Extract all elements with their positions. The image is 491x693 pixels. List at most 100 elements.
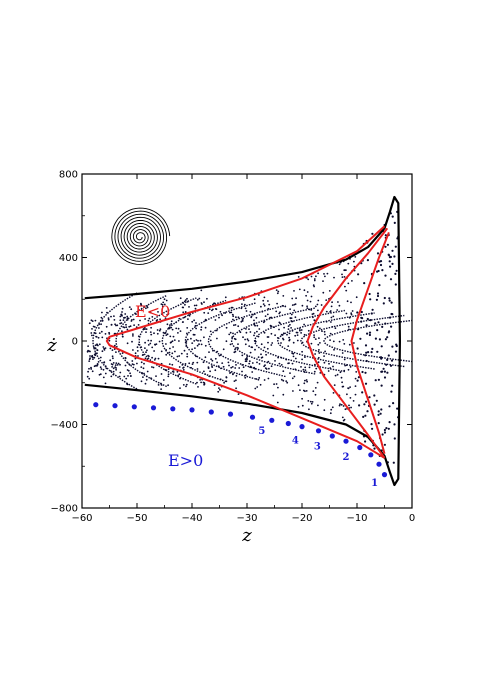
trajectory-dot	[394, 283, 397, 286]
trajectory-dot	[254, 387, 257, 390]
trajectory-dot	[253, 334, 255, 337]
trajectory-dot	[347, 387, 349, 389]
trajectory-dot	[214, 357, 217, 360]
trajectory-dot	[140, 361, 143, 364]
trajectory-dot	[157, 384, 160, 386]
trajectory-dot	[86, 375, 89, 378]
trajectory-arc	[300, 314, 405, 368]
trajectory-dot	[347, 262, 350, 265]
trajectory-dot	[204, 356, 207, 359]
trajectory-dot	[374, 337, 377, 340]
trajectory-dot	[285, 380, 288, 382]
trajectory-dot	[143, 372, 145, 375]
trajectory-dot	[171, 352, 174, 355]
trajectory-dot	[251, 371, 254, 373]
trajectory-dot	[388, 330, 391, 333]
trajectory-dot	[175, 327, 178, 330]
trajectory-dot	[90, 366, 92, 369]
trajectory-dot	[320, 304, 323, 306]
trajectory-dot	[236, 346, 239, 349]
trajectory-dot	[235, 387, 238, 390]
trajectory-dot	[170, 341, 173, 344]
trajectory-dot	[275, 289, 278, 291]
trajectory-dot	[367, 351, 370, 354]
trajectory-dot	[179, 330, 182, 332]
trajectory-dot	[88, 377, 91, 380]
trajectory-dot	[341, 385, 344, 388]
trajectory-dot	[178, 366, 181, 368]
trajectory-dot	[200, 302, 203, 304]
trajectory-dot	[332, 315, 335, 318]
trajectory-dot	[151, 366, 153, 368]
trajectory-dot	[192, 333, 195, 336]
trajectory-dot	[306, 305, 308, 308]
trajectory-dot	[166, 313, 169, 316]
trajectory-dot	[241, 370, 243, 373]
trajectory-dot	[186, 327, 189, 329]
trajectory-dot	[168, 363, 171, 365]
trajectory-dot	[301, 404, 304, 407]
trajectory-dot	[191, 320, 194, 323]
trajectory-dot	[251, 362, 254, 364]
trajectory-dot	[193, 304, 196, 307]
trajectory-dot	[101, 336, 104, 339]
trajectory-dot	[303, 289, 306, 292]
trajectory-dot	[235, 379, 237, 382]
trajectory-dot	[272, 394, 275, 397]
trajectory-dot	[381, 370, 384, 373]
trajectory-dot	[388, 254, 391, 257]
trajectory-dot	[186, 332, 188, 335]
trajectory-dot	[379, 412, 382, 415]
trajectory-dot	[314, 393, 317, 396]
trajectory-dot	[282, 332, 285, 335]
trajectory-dot	[112, 357, 114, 360]
trajectory-dot	[109, 359, 112, 362]
trajectory-dot	[325, 299, 328, 301]
trajectory-dot	[222, 348, 225, 351]
trajectory-dot	[266, 336, 269, 338]
trajectory-dot	[113, 344, 116, 347]
trajectory-dot	[310, 342, 313, 345]
trajectory-dot	[343, 343, 346, 345]
trajectory-dot	[190, 337, 192, 340]
trajectory-dot	[390, 301, 393, 304]
trajectory-dot	[122, 317, 125, 319]
trajectory-dot	[132, 349, 134, 351]
trajectory-dot	[110, 324, 113, 326]
trajectory-dot	[376, 329, 379, 332]
trajectory-dot	[99, 356, 102, 359]
trajectory-dot	[313, 334, 315, 336]
trajectory-dot	[207, 366, 210, 368]
trajectory-dot	[376, 294, 380, 298]
trajectory-dot	[364, 440, 367, 443]
trajectory-dot	[185, 383, 188, 386]
trajectory-dot	[149, 331, 152, 333]
trajectory-dot	[124, 313, 127, 315]
trajectory-dot	[315, 275, 317, 278]
trajectory-dot	[390, 325, 393, 328]
trajectory-dot	[317, 299, 320, 302]
trajectory-dot	[146, 306, 149, 309]
trajectory-dot	[291, 362, 294, 365]
trajectory-dot	[185, 385, 187, 388]
trajectory-dot	[186, 353, 189, 355]
trajectory-dot	[136, 362, 138, 365]
trajectory-dot	[90, 332, 93, 334]
trajectory-dot	[301, 397, 303, 400]
trajectory-dot	[137, 355, 139, 357]
trajectory-dot	[94, 347, 97, 350]
trajectory-dot	[344, 285, 346, 288]
trajectory-dot	[303, 382, 306, 385]
boundary-point	[189, 407, 195, 413]
trajectory-dot	[392, 402, 395, 405]
trajectory-dot	[276, 302, 278, 305]
trajectory-dot	[263, 304, 266, 307]
trajectory-dot	[100, 368, 103, 370]
trajectory-dot	[224, 296, 227, 299]
trajectory-dot	[313, 370, 316, 373]
trajectory-dot	[171, 328, 174, 331]
trajectory-dot	[192, 361, 195, 364]
trajectory-dot	[376, 292, 380, 295]
trajectory-dot	[295, 297, 297, 300]
trajectory-dot	[153, 359, 156, 361]
